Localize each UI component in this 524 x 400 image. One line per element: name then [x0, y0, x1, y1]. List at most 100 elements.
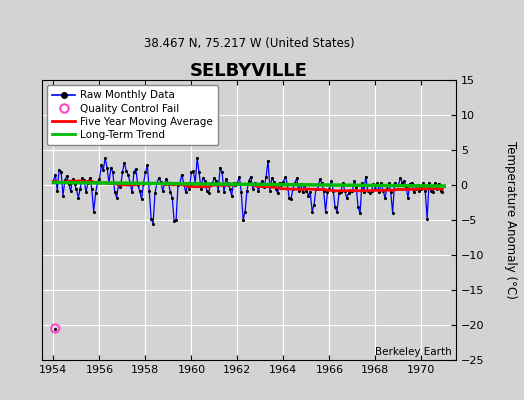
- Point: [318, 180, 326, 186]
- Point: [93, 179, 102, 185]
- Point: [74, 194, 82, 201]
- Point: [253, 182, 261, 188]
- Point: [218, 169, 226, 176]
- Point: [294, 187, 303, 194]
- Point: [237, 189, 245, 195]
- Point: [362, 174, 370, 180]
- Point: [57, 168, 66, 175]
- Point: [76, 185, 84, 192]
- Point: [300, 182, 309, 188]
- Point: [124, 171, 133, 178]
- Point: [143, 162, 151, 169]
- Point: [162, 176, 171, 182]
- Point: [82, 189, 90, 195]
- Point: [292, 175, 301, 181]
- Point: [59, 192, 67, 199]
- Point: [78, 175, 86, 181]
- Point: [164, 180, 172, 186]
- Point: [206, 180, 215, 187]
- Point: [383, 185, 391, 192]
- Point: [270, 178, 278, 185]
- Legend: Raw Monthly Data, Quality Control Fail, Five Year Moving Average, Long-Term Tren: Raw Monthly Data, Quality Control Fail, …: [47, 85, 219, 145]
- Point: [170, 218, 178, 225]
- Point: [289, 185, 297, 192]
- Point: [134, 182, 142, 188]
- Point: [262, 174, 270, 180]
- Point: [419, 180, 428, 186]
- Point: [69, 176, 77, 182]
- Point: [243, 187, 251, 194]
- Point: [225, 185, 234, 192]
- Point: [151, 190, 159, 197]
- Point: [137, 196, 146, 202]
- Point: [379, 187, 387, 194]
- Point: [195, 169, 203, 176]
- Point: [214, 187, 222, 194]
- Point: [107, 164, 115, 171]
- Point: [85, 175, 94, 181]
- Point: [113, 194, 121, 201]
- Title: SELBYVILLE: SELBYVILLE: [190, 62, 308, 80]
- Point: [158, 187, 167, 194]
- Point: [128, 189, 136, 195]
- Point: [314, 185, 322, 192]
- Point: [423, 215, 431, 222]
- Point: [264, 157, 272, 164]
- Point: [327, 178, 335, 184]
- Point: [333, 208, 341, 215]
- Point: [139, 180, 148, 187]
- Point: [369, 180, 378, 187]
- Point: [429, 189, 437, 195]
- Point: [174, 182, 182, 188]
- Point: [268, 175, 276, 181]
- Point: [436, 187, 445, 194]
- Point: [155, 175, 163, 181]
- Point: [239, 217, 247, 223]
- Point: [402, 184, 410, 190]
- Point: [224, 180, 232, 186]
- Point: [392, 182, 401, 188]
- Text: 38.467 N, 75.217 W (United States): 38.467 N, 75.217 W (United States): [144, 37, 354, 50]
- Point: [204, 190, 213, 197]
- Point: [406, 180, 414, 187]
- Text: Berkeley Earth: Berkeley Earth: [375, 347, 452, 357]
- Point: [145, 187, 154, 194]
- Point: [283, 180, 291, 187]
- Point: [271, 185, 280, 192]
- Point: [209, 180, 217, 186]
- Point: [425, 180, 433, 186]
- Point: [377, 180, 385, 186]
- Point: [220, 189, 228, 195]
- Point: [404, 194, 412, 201]
- Point: [323, 189, 332, 195]
- Point: [421, 187, 429, 194]
- Point: [53, 187, 61, 194]
- Point: [297, 180, 305, 187]
- Point: [197, 185, 205, 192]
- Point: [61, 177, 69, 183]
- Point: [381, 194, 389, 201]
- Point: [176, 180, 184, 186]
- Point: [329, 187, 337, 194]
- Point: [233, 180, 242, 186]
- Point: [254, 187, 263, 194]
- Point: [191, 180, 200, 186]
- Point: [359, 189, 368, 195]
- Point: [400, 178, 408, 184]
- Point: [189, 168, 198, 174]
- Point: [178, 171, 186, 178]
- Point: [193, 155, 201, 162]
- Point: [390, 180, 399, 186]
- Point: [108, 169, 117, 176]
- Point: [67, 188, 75, 194]
- Point: [49, 178, 58, 184]
- Point: [438, 189, 446, 195]
- Point: [306, 189, 314, 195]
- Point: [91, 190, 100, 197]
- Y-axis label: Temperature Anomaly (°C): Temperature Anomaly (°C): [504, 141, 517, 299]
- Point: [291, 180, 299, 186]
- Point: [114, 180, 123, 187]
- Point: [136, 187, 144, 194]
- Point: [126, 180, 134, 186]
- Point: [122, 168, 130, 174]
